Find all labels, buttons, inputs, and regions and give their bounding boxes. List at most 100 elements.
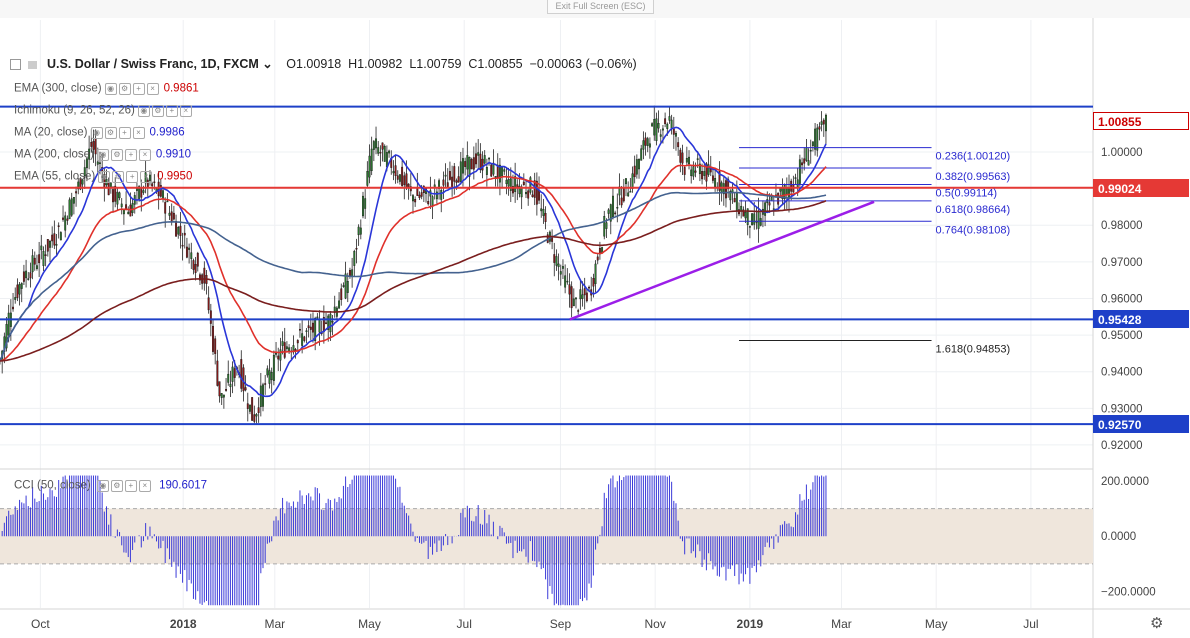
candle [464,161,467,167]
indicator-settings-icons[interactable]: ◉ ⚙ + × [137,104,194,117]
candle [283,342,286,358]
candle [468,156,471,177]
time-tick-label: Jul [1023,617,1038,631]
indicator-row[interactable]: EMA (55, close) ◉ ⚙ + × 0.9950 [14,170,192,183]
candle [727,178,730,190]
price-tick-label: 0.95000 [1101,330,1143,342]
candle [825,114,827,132]
candle [594,263,597,284]
candle [59,232,62,241]
indicator-row[interactable]: MA (20, close) ◉ ⚙ + × 0.9986 [14,126,185,139]
candle [644,137,647,146]
candle [172,212,175,220]
candle [711,175,714,181]
candle [575,297,577,300]
candle [49,241,51,248]
candle [507,178,510,187]
candle [299,329,301,331]
cci-settings-icons[interactable]: ◉ ⚙ + × [96,479,153,492]
candle [796,179,799,188]
candle [368,155,371,178]
indicator-row[interactable]: EMA (300, close) ◉ ⚙ + × 0.9861 [14,82,199,95]
candle [353,250,356,266]
candle [68,199,71,220]
candle [692,166,695,177]
candle [579,289,582,300]
fib-label: 0.764(0.98108) [936,224,1011,236]
indicator-settings-icons[interactable]: ◉ ⚙ + × [98,170,154,183]
candle [625,178,627,185]
candle [372,141,375,150]
candle [27,278,30,280]
candle [675,133,677,137]
candle [592,278,595,287]
candle [227,373,230,383]
candle [181,244,184,247]
candle [40,245,43,251]
indicator-row[interactable]: Ichimoku (9, 26, 52, 26) ◉ ⚙ + × [14,104,197,117]
price-tick-label: 0.92000 [1101,440,1143,452]
candle [401,166,404,186]
candle [616,207,619,209]
candle [677,142,680,148]
candle [609,204,612,222]
exit-fullscreen-button[interactable]: Exit Full Screen (ESC) [547,0,654,14]
candle [729,190,732,201]
candle [42,250,45,266]
candle [179,225,182,236]
candle [525,192,527,195]
candle [346,281,349,293]
candle [757,211,760,229]
candle [751,213,754,225]
candle [214,338,217,354]
indicator-settings-icons[interactable]: ◉ ⚙ + × [104,82,161,95]
candle [735,192,738,211]
time-tick-label: Sep [550,617,572,631]
candle [522,181,525,186]
candle [440,190,443,200]
candle [503,169,506,172]
candle [277,355,280,360]
indicator-label: EMA (300, close) [14,82,102,95]
candle [488,157,491,160]
indicator-row[interactable]: MA (200, close) ◉ ⚙ + × 0.9910 [14,148,191,161]
candle [268,370,271,384]
candle [153,181,156,184]
candle [394,165,397,176]
candle [514,176,517,192]
candle [603,216,606,237]
settings-icon[interactable]: ⚙ [1150,615,1164,632]
candle [36,265,38,269]
candle [112,189,114,203]
candle [783,185,786,200]
candle [451,176,454,188]
candle [118,192,121,199]
time-tick-label: Mar [264,617,285,631]
candle [607,209,610,214]
candle [679,149,682,163]
price-tag: 0.99024 [1093,178,1189,197]
indicator-settings-icons[interactable]: ◉ ⚙ + × [90,126,147,139]
chevron-down-icon[interactable]: ⌄ [258,57,273,71]
time-tick-label: May [358,617,381,631]
candle [342,285,345,287]
candle [655,118,658,142]
indicator-settings-icons[interactable]: ◉ ⚙ + × [96,148,153,161]
candle [622,188,625,202]
candle [240,359,243,389]
collapse-icon[interactable] [10,59,21,71]
candle [414,199,417,203]
candle [307,325,310,329]
time-tick-label: Nov [645,617,666,631]
close-value: C1.00855 [468,57,523,71]
candle [646,138,649,146]
candle [377,147,380,154]
candle [457,176,460,183]
price-tick-label: 0.94000 [1101,367,1143,379]
candle [162,190,164,199]
candle [355,248,358,250]
candle [51,234,54,242]
candle [466,155,469,170]
symbol-title[interactable]: U.S. Dollar / Swiss Franc, 1D, FXCM [46,57,259,71]
candle [125,204,128,210]
